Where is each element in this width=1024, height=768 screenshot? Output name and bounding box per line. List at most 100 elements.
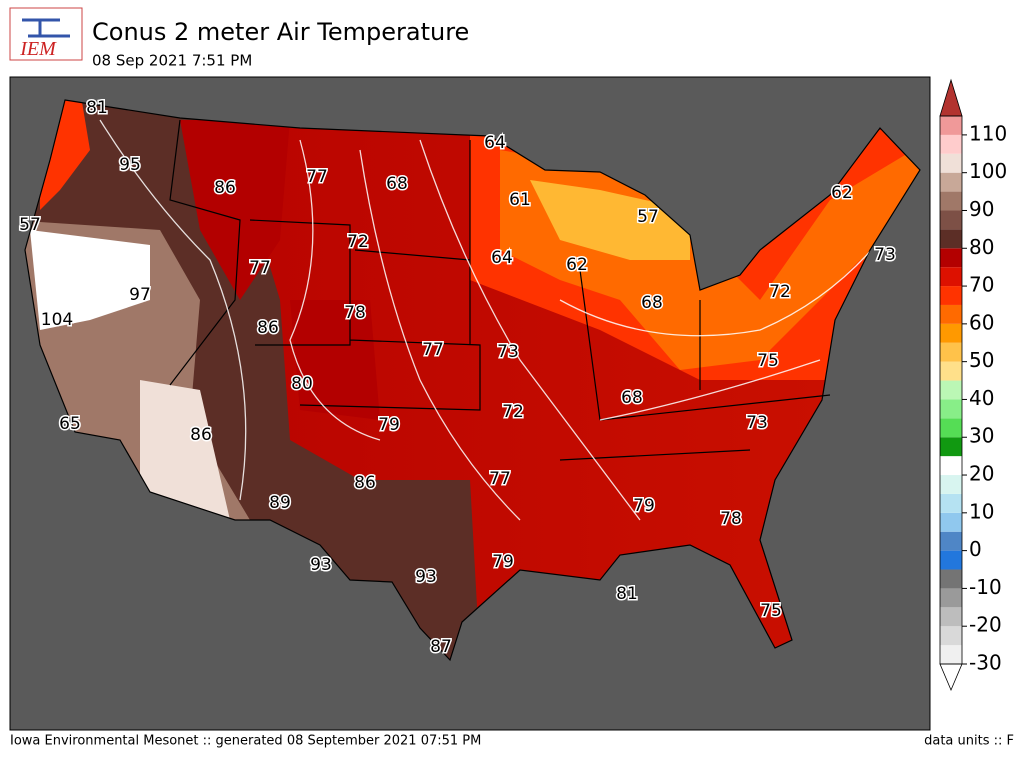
station-label: 81 <box>616 584 638 604</box>
colorbar-under <box>939 663 963 692</box>
station-label: 61 <box>509 190 531 210</box>
colorbar-segment <box>940 588 962 608</box>
colorbar-segment <box>940 134 962 154</box>
colorbar-segment <box>940 229 962 249</box>
station-label: 73 <box>874 245 896 265</box>
station-label: 86 <box>214 178 236 198</box>
logo: IEM <box>9 7 83 61</box>
colorbar-tick-label: -30 <box>969 651 1002 675</box>
colorbar-segment <box>940 210 962 230</box>
station-label: 79 <box>633 496 655 516</box>
colorbar-segment <box>940 626 962 646</box>
station-label: 68 <box>641 293 663 313</box>
colorbar-segment <box>940 286 962 305</box>
colorbar-segment <box>940 607 962 627</box>
colorbar-segment <box>940 342 962 362</box>
colorbar-tick-label: 90 <box>969 197 994 221</box>
colorbar-segment <box>940 248 962 268</box>
colorbar-tick-label: -10 <box>969 575 1002 599</box>
colorbar-over <box>939 78 963 117</box>
station-label: 104 <box>41 310 73 330</box>
colorbar-tick-label: 80 <box>969 235 994 259</box>
colorbar-frame <box>939 115 963 665</box>
station-label: 72 <box>769 282 791 302</box>
colorbar-segment <box>940 304 962 324</box>
station-label: 72 <box>347 232 369 252</box>
station-label: 77 <box>306 167 328 187</box>
colorbar-segment <box>940 645 962 664</box>
colorbar-tick-label: 30 <box>969 424 994 448</box>
station-label: 79 <box>378 415 400 435</box>
station-label: 73 <box>746 413 768 433</box>
colorbar-segment <box>940 493 962 513</box>
colorbar-tick-label: 60 <box>969 310 994 334</box>
station-label: 86 <box>257 318 279 338</box>
colorbar-segment <box>940 191 962 211</box>
station-label: 75 <box>760 601 782 621</box>
colorbar-segment <box>940 399 962 419</box>
colorbar-segment <box>940 267 962 287</box>
colorbar-segment <box>940 418 962 438</box>
colorbar-tick-label: -20 <box>969 613 1002 637</box>
station-labels: 81 95 86 77 68 64 61 57 62 57 72 77 64 62 73 97 104 86 78 6… <box>18 97 898 659</box>
colorbar-segment <box>940 380 962 400</box>
station-label: 77 <box>249 258 271 278</box>
station-label: 78 <box>344 303 366 323</box>
title: Conus 2 meter Air Temperature <box>92 18 469 46</box>
station-label: 95 <box>119 155 141 175</box>
colorbar-segment <box>940 437 962 457</box>
station-label: 86 <box>354 473 376 493</box>
colorbar-tick-label: 0 <box>969 537 982 561</box>
colorbar-segment <box>940 569 962 589</box>
colorbar-tick-label: 100 <box>969 159 1007 183</box>
colorbar-tick-label: 50 <box>969 348 994 372</box>
station-label: 77 <box>489 469 511 489</box>
station-label: 68 <box>621 388 643 408</box>
station-label: 81 <box>86 98 108 118</box>
colorbar-segment <box>940 361 962 381</box>
station-label: 93 <box>415 567 437 587</box>
station-label: 62 <box>831 183 853 203</box>
contours <box>99 119 881 521</box>
station-label: 65 <box>59 414 81 434</box>
station-label: 87 <box>430 637 452 657</box>
station-label: 68 <box>386 174 408 194</box>
station-label: 86 <box>190 425 212 445</box>
colorbar-segment <box>940 531 962 551</box>
station-label: 77 <box>422 340 444 360</box>
station-label: 97 <box>129 285 151 305</box>
station-label: 79 <box>492 552 514 572</box>
subtitle: 08 Sep 2021 7:51 PM <box>92 52 252 70</box>
colorbar-tick-label: 20 <box>969 462 994 486</box>
colorbar-tick-label: 40 <box>969 386 994 410</box>
borders <box>24 99 921 662</box>
station-label: 64 <box>484 133 506 153</box>
colorbar-segment <box>940 550 962 570</box>
colorbar-segment <box>940 116 962 135</box>
station-label: 93 <box>310 555 332 575</box>
colorbar-segment <box>940 153 962 173</box>
station-label: 62 <box>566 255 588 275</box>
station-label: 80 <box>291 374 313 394</box>
colorbar-segment <box>940 456 962 476</box>
footer-right: data units :: F <box>924 734 1014 749</box>
logo-text: IEM <box>19 38 57 60</box>
station-label: 72 <box>502 402 524 422</box>
colorbar-segment <box>940 323 962 343</box>
colorbar-segment <box>940 172 962 192</box>
station-label: 75 <box>757 351 779 371</box>
colorbar-tick-label: 70 <box>969 273 994 297</box>
station-label: 78 <box>720 509 742 529</box>
colorbar-tick-label: 10 <box>969 499 994 523</box>
station-label: 57 <box>19 215 41 235</box>
station-label: 57 <box>637 207 659 227</box>
colorbar: -30 -20 -10 0 10 20 30 40 50 60 70 80 90 100 110 <box>939 78 1007 692</box>
station-label: 89 <box>269 493 291 513</box>
station-label: 64 <box>491 248 513 268</box>
colorbar-tick-label: 110 <box>969 121 1007 145</box>
colorbar-segment <box>940 512 962 532</box>
colorbar-segment <box>940 475 962 494</box>
footer-left: Iowa Environmental Mesonet :: generated … <box>10 734 481 749</box>
station-label: 73 <box>497 342 519 362</box>
